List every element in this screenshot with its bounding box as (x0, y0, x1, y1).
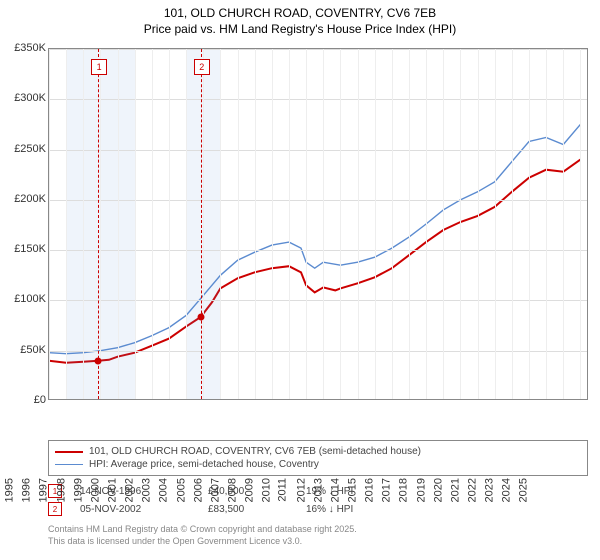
title-line-2: Price paid vs. HM Land Registry's House … (0, 22, 600, 38)
sale-point-row: 2 05-NOV-2002 £83,500 16% ↓ HPI (48, 500, 588, 518)
gridline-vertical (289, 49, 290, 399)
gridline-vertical (272, 49, 273, 399)
y-axis-label: £200K (0, 193, 46, 205)
chart-plot-area: 12 (48, 48, 588, 400)
marker-label-box: 2 (194, 59, 210, 75)
legend-row: 101, OLD CHURCH ROAD, COVENTRY, CV6 7EB … (55, 445, 581, 458)
sale-point-date: 05-NOV-2002 (80, 504, 190, 515)
gridline-vertical (426, 49, 427, 399)
gridline-vertical (460, 49, 461, 399)
chart-title: 101, OLD CHURCH ROAD, COVENTRY, CV6 7EB … (0, 0, 600, 37)
x-axis-label: 2025 (518, 478, 600, 502)
legend-swatch (55, 464, 83, 465)
gridline-vertical (255, 49, 256, 399)
legend-box: 101, OLD CHURCH ROAD, COVENTRY, CV6 7EB … (48, 440, 588, 476)
y-axis-label: £100K (0, 293, 46, 305)
gridline-vertical (495, 49, 496, 399)
attribution-line-1: Contains HM Land Registry data © Crown c… (48, 524, 588, 536)
gridline-vertical (546, 49, 547, 399)
title-line-1: 101, OLD CHURCH ROAD, COVENTRY, CV6 7EB (0, 6, 600, 22)
gridline-vertical (83, 49, 84, 399)
attribution-line-2: This data is licensed under the Open Gov… (48, 536, 588, 548)
y-axis-label: £50K (0, 344, 46, 356)
gridline-horizontal (49, 49, 587, 50)
gridline-vertical (100, 49, 101, 399)
y-axis-label: £300K (0, 92, 46, 104)
marker-label-box: 1 (91, 59, 107, 75)
gridline-vertical (563, 49, 564, 399)
sale-dot (95, 357, 102, 364)
gridline-vertical (323, 49, 324, 399)
chart-container: 101, OLD CHURCH ROAD, COVENTRY, CV6 7EB … (0, 0, 600, 560)
legend-row: HPI: Average price, semi-detached house,… (55, 458, 581, 471)
marker-line (201, 49, 202, 399)
gridline-vertical (512, 49, 513, 399)
legend-swatch (55, 451, 83, 453)
sale-point-price: £83,500 (208, 504, 288, 515)
y-axis-label: £350K (0, 42, 46, 54)
gridline-horizontal (49, 351, 587, 352)
sale-point-delta: 16% ↓ HPI (306, 504, 353, 515)
gridline-vertical (392, 49, 393, 399)
gridline-horizontal (49, 200, 587, 201)
gridline-horizontal (49, 250, 587, 251)
gridline-vertical (358, 49, 359, 399)
gridline-vertical (118, 49, 119, 399)
gridline-horizontal (49, 99, 587, 100)
legend-label: 101, OLD CHURCH ROAD, COVENTRY, CV6 7EB … (89, 446, 421, 457)
gridline-vertical (409, 49, 410, 399)
gridline-vertical (135, 49, 136, 399)
marker-line (98, 49, 99, 399)
gridline-vertical (529, 49, 530, 399)
gridline-horizontal (49, 150, 587, 151)
gridline-vertical (238, 49, 239, 399)
gridline-vertical (375, 49, 376, 399)
gridline-vertical (169, 49, 170, 399)
gridline-vertical (306, 49, 307, 399)
gridline-vertical (203, 49, 204, 399)
gridline-vertical (340, 49, 341, 399)
gridline-vertical (478, 49, 479, 399)
gridline-vertical (580, 49, 581, 399)
y-axis-label: £150K (0, 243, 46, 255)
gridline-vertical (152, 49, 153, 399)
gridline-vertical (49, 49, 50, 399)
gridline-vertical (66, 49, 67, 399)
gridline-vertical (220, 49, 221, 399)
legend-label: HPI: Average price, semi-detached house,… (89, 459, 319, 470)
y-axis-label: £0 (0, 394, 46, 406)
gridline-vertical (443, 49, 444, 399)
sale-point-number: 2 (48, 502, 62, 516)
gridline-vertical (186, 49, 187, 399)
attribution: Contains HM Land Registry data © Crown c… (48, 524, 588, 547)
sale-dot (197, 314, 204, 321)
y-axis-label: £250K (0, 143, 46, 155)
gridline-horizontal (49, 300, 587, 301)
